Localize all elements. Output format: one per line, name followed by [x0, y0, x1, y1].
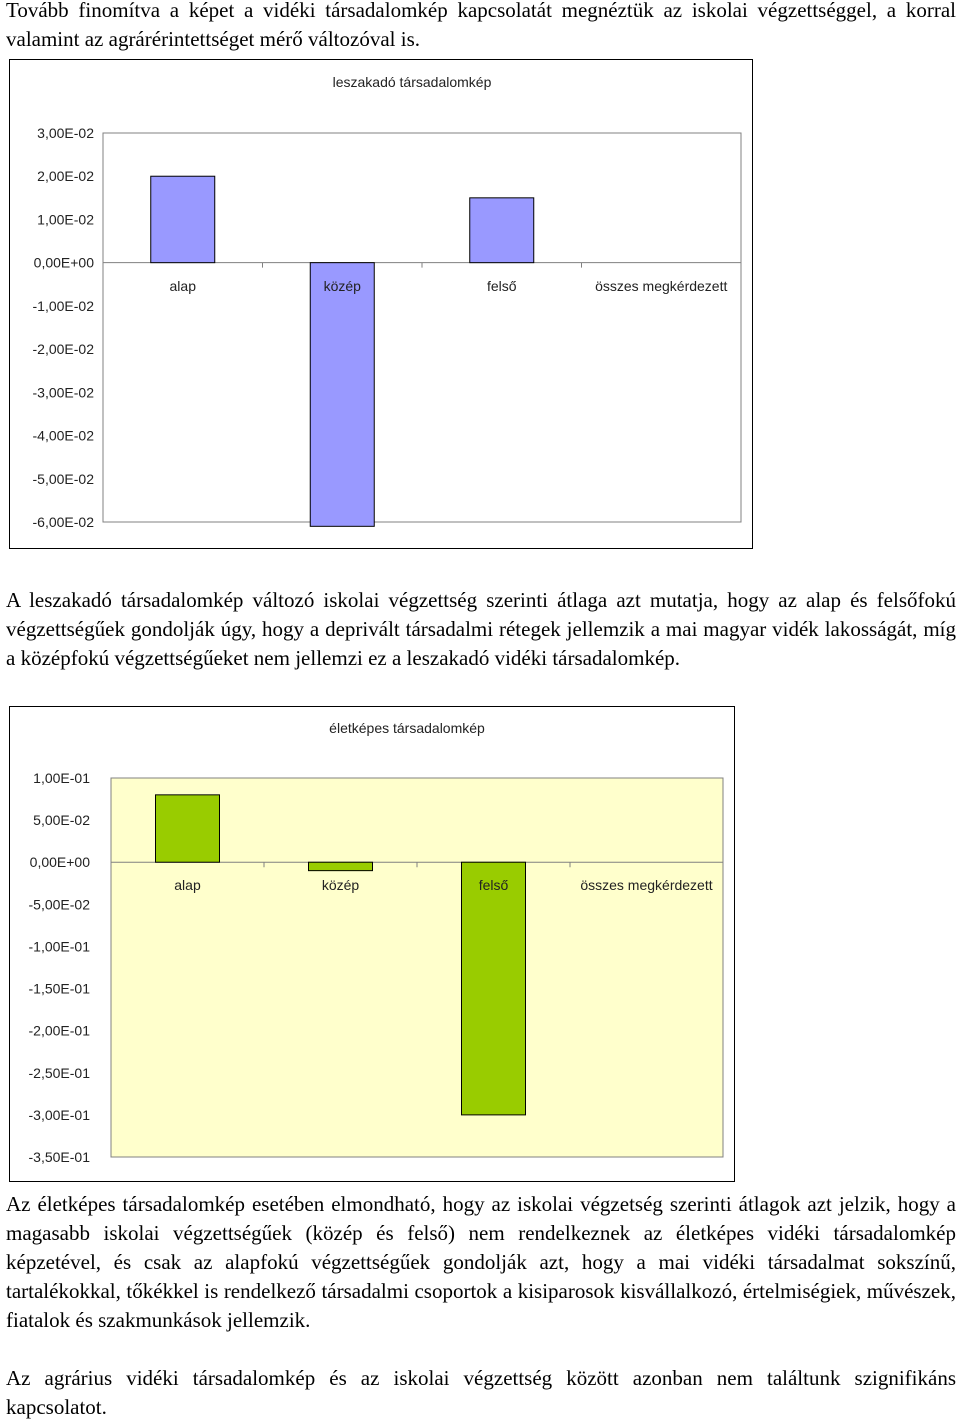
bar-felső	[461, 861, 526, 1116]
y-tick-label: -3,00E-02	[33, 384, 95, 400]
agrarius-paragraph: Az agrárius vidéki társadalomkép és az i…	[6, 1366, 956, 1419]
category-label: felső	[487, 278, 517, 294]
chart-title: leszakadó társadalomkép	[333, 74, 492, 90]
y-tick-label: -5,00E-02	[29, 896, 91, 912]
y-tick-label: -1,00E-02	[33, 298, 95, 314]
eletkepes-chart-svg: életképes társadalomkép 1,00E-01 5,00E-02 0…	[29, 720, 724, 1165]
category-label: összes megkérdezett	[595, 278, 727, 294]
y-tick-label: -5,00E-02	[33, 471, 95, 487]
y-tick-label: 3,00E-02	[37, 125, 94, 141]
y-tick-label: 2,00E-02	[37, 168, 94, 184]
category-label: alap	[174, 877, 201, 893]
y-tick-label: 1,00E-02	[37, 211, 94, 227]
bar-közép	[309, 262, 375, 527]
eletkepes-paragraph: Az életképes társadalomkép esetében elmo…	[6, 1192, 956, 1332]
chart-title: életképes társadalomkép	[329, 720, 485, 736]
category-label: felső	[479, 877, 509, 893]
y-tick-label: 1,00E-01	[33, 770, 90, 786]
y-tick-label: -4,00E-02	[33, 428, 95, 444]
y-tick-label: -2,00E-01	[29, 1023, 91, 1039]
y-tick-label: 0,00E+00	[34, 255, 95, 271]
bar-alap	[150, 175, 216, 264]
category-label: összes megkérdezett	[580, 877, 712, 893]
y-tick-label: -3,50E-01	[29, 1149, 91, 1165]
y-tick-label: -3,00E-01	[29, 1107, 91, 1123]
y-tick-label: -2,50E-01	[29, 1065, 91, 1081]
eletkepes-chart: életképes társadalomkép 1,00E-01 5,00E-02 0…	[9, 706, 735, 1182]
bar-alap	[155, 794, 220, 863]
category-label: közép	[324, 278, 362, 294]
bar-felső	[469, 197, 535, 264]
leszakado-chart: leszakadó társadalomkép 3,00E-02 2,00E-02 1…	[9, 59, 753, 549]
bar-közép	[308, 861, 373, 872]
y-tick-label: 0,00E+00	[30, 854, 91, 870]
y-tick-label: -1,50E-01	[29, 981, 91, 997]
y-tick-label: 5,00E-02	[33, 812, 90, 828]
y-tick-label: -1,00E-01	[29, 938, 91, 954]
category-label: közép	[322, 877, 360, 893]
category-label: alap	[170, 278, 197, 294]
leszakado-chart-svg: leszakadó társadalomkép 3,00E-02 2,00E-02 1…	[33, 74, 742, 530]
intro-paragraph: Tovább finomítva a képet a vidéki társad…	[6, 0, 956, 51]
y-tick-label: -2,00E-02	[33, 341, 95, 357]
leszakado-paragraph: A leszakadó társadalomkép változó iskola…	[6, 588, 956, 670]
y-tick-label: -6,00E-02	[33, 514, 95, 530]
